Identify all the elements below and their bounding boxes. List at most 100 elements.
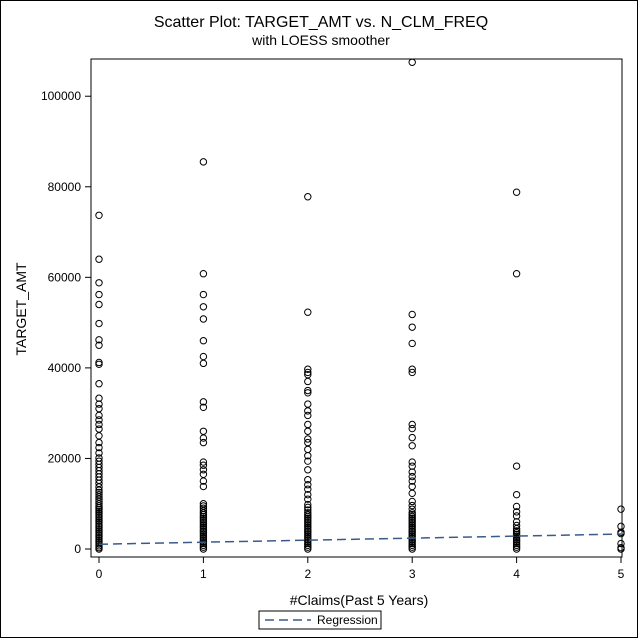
data-point: [95, 336, 103, 344]
regression-line: [98, 533, 622, 545]
data-point: [95, 394, 103, 402]
x-tick-label: 1: [200, 567, 207, 581]
data-point: [199, 482, 208, 491]
data-point: [95, 443, 103, 452]
data-point: [199, 427, 208, 435]
data-point: [617, 505, 625, 513]
data-point: [304, 435, 312, 443]
data-point: [512, 462, 521, 470]
data-point: [408, 505, 416, 513]
data-point: [199, 158, 208, 166]
data-point: [95, 358, 103, 367]
data-point: [199, 434, 208, 442]
data-point: [304, 485, 312, 493]
data-point: [304, 503, 312, 512]
data-point: [617, 528, 625, 536]
data-point: [408, 468, 416, 476]
y-axis-label: TARGET_AMT: [13, 262, 29, 356]
data-point: [95, 279, 103, 287]
data-points: [95, 58, 625, 553]
data-point: [408, 424, 416, 433]
y-tick-label: 0: [74, 542, 81, 556]
data-point: [95, 255, 103, 263]
data-point: [512, 518, 521, 526]
x-axis-label: #Claims(Past 5 Years): [290, 592, 429, 608]
data-point: [512, 188, 521, 196]
data-point: [512, 490, 521, 499]
data-point: [199, 470, 208, 478]
data-point: [408, 489, 416, 498]
data-point: [95, 211, 103, 220]
data-point: [304, 476, 312, 484]
data-point: [95, 380, 103, 388]
data-point: [304, 407, 312, 415]
data-point: [304, 377, 312, 386]
data-point: [304, 386, 312, 395]
data-point: [199, 500, 208, 508]
data-point: [95, 425, 103, 433]
data-point: [512, 502, 521, 511]
data-point: [199, 270, 208, 278]
data-point: [408, 477, 416, 485]
data-point: [199, 359, 208, 368]
data-point: [408, 442, 416, 450]
y-tick-label: 100000: [41, 89, 81, 103]
data-point: [512, 521, 521, 530]
data-point: [199, 502, 208, 510]
x-tick-label: 2: [304, 567, 311, 581]
data-point: [408, 323, 416, 331]
x-axis: 0 1 2 3 4 5: [96, 557, 625, 581]
plot-area: [90, 58, 623, 558]
data-point: [95, 420, 103, 429]
data-point: [408, 58, 416, 66]
data-point: [304, 457, 312, 465]
y-tick-label: 40000: [48, 361, 82, 375]
data-point: [199, 398, 208, 406]
data-point: [199, 461, 208, 469]
data-point: [304, 466, 312, 474]
data-point: [199, 352, 208, 361]
data-point: [617, 539, 625, 548]
y-tick-label: 20000: [48, 451, 82, 465]
data-point: [408, 472, 416, 481]
data-point: [95, 404, 103, 413]
data-point: [95, 300, 103, 309]
data-point: [304, 365, 312, 373]
data-point: [408, 368, 416, 377]
data-point: [95, 488, 103, 497]
data-point: [304, 400, 312, 408]
y-axis: 0 20000 40000 60000 80000 100000: [41, 89, 91, 556]
data-point: [512, 270, 521, 278]
data-point: [95, 411, 103, 420]
data-point: [408, 501, 416, 510]
y-tick-label: 60000: [48, 270, 82, 284]
data-point: [199, 466, 208, 474]
regression-line-group: [98, 533, 622, 545]
data-point: [304, 308, 312, 316]
x-tick-label: 0: [96, 567, 103, 581]
data-point: [304, 481, 312, 489]
legend-regression-label: Regression: [317, 613, 378, 627]
data-point: [199, 504, 208, 512]
data-point: [304, 490, 312, 499]
data-point: [95, 400, 103, 408]
data-point: [95, 490, 103, 499]
y-tick-label: 80000: [48, 180, 82, 194]
data-point: [304, 427, 312, 435]
x-tick-label: 4: [513, 567, 520, 581]
data-point: [304, 506, 312, 514]
data-point: [199, 337, 208, 345]
data-point: [95, 457, 103, 465]
data-point: [304, 411, 312, 420]
data-point: [408, 482, 416, 491]
data-point: [408, 433, 416, 442]
data-point: [95, 416, 103, 424]
x-tick-label: 5: [618, 567, 625, 581]
data-point: [408, 497, 416, 506]
data-point: [304, 495, 312, 503]
data-point: [95, 290, 103, 299]
chart-subtitle: with LOESS smoother: [251, 32, 390, 48]
data-point: [95, 454, 103, 462]
